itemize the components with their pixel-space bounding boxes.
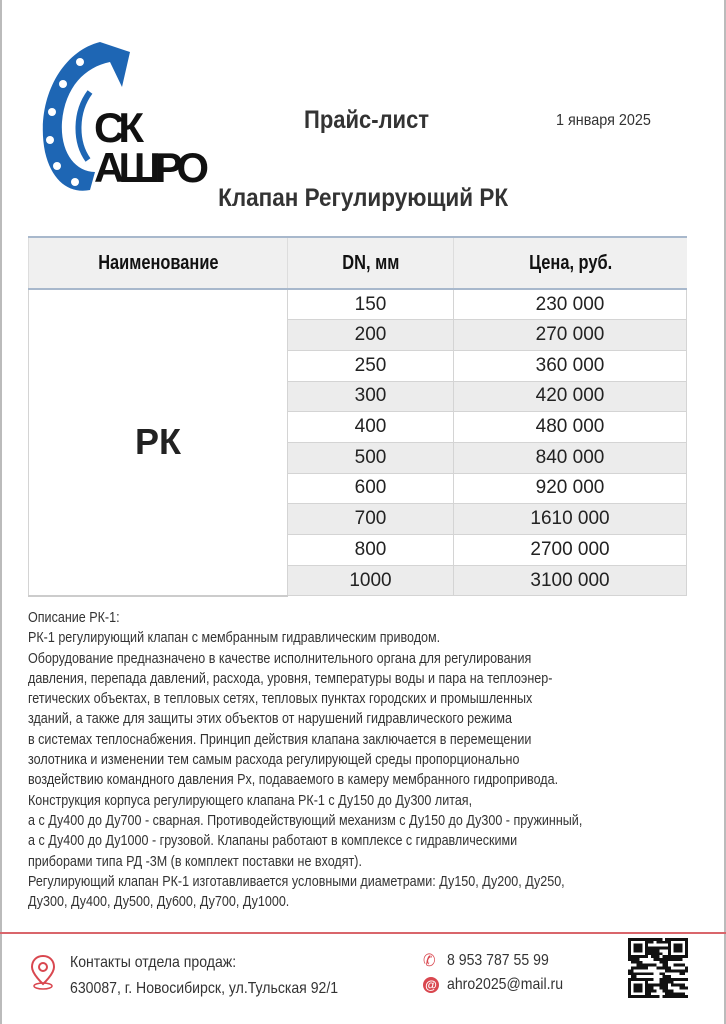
table-row: 500 840 000 [29, 441, 687, 474]
address: 630087, г. Новосибирск, ул.Тульская 92/1 [70, 980, 339, 997]
phone-number[interactable]: 8 953 787 55 99 [447, 952, 549, 969]
page-title: Прайс-лист [304, 106, 430, 134]
table-row: 700 1610 000 [29, 503, 687, 535]
document-date: 1 января 2025 [556, 112, 651, 129]
price-cell: 270 000 [453, 319, 687, 351]
description: Описание РК-1: РК-1 регулирующий клапан с… [28, 608, 718, 912]
dn-cell: 300 [287, 380, 454, 413]
product-title: Клапан Регулирующий РК [218, 184, 508, 212]
dn-cell: 400 [287, 411, 454, 443]
dn-cell: 800 [287, 534, 454, 566]
description-line: приборами типа РД -3М (в комплект постав… [28, 853, 362, 870]
dn-cell: 250 [287, 349, 454, 382]
svg-text:СК: СК [94, 104, 144, 151]
description-line: а с Ду400 до Ду700 - сварная. Противодей… [28, 812, 583, 829]
table-row: РК 150 230 000 [28, 288, 687, 597]
description-line: в системах теплоснабжения. Принцип дейст… [28, 731, 532, 748]
at-icon: @ [423, 977, 439, 993]
qr-code[interactable] [628, 938, 688, 998]
description-line: Ду300, Ду400, Ду500, Ду600, Ду700, Ду100… [28, 894, 290, 911]
table-row: 200 270 000 [29, 319, 687, 351]
email[interactable]: ahro2025@mail.ru [447, 976, 564, 993]
description-line: Конструкция корпуса регулирующего клапан… [28, 792, 473, 809]
dn-cell: 500 [287, 441, 454, 474]
price-cell: 480 000 [453, 411, 687, 443]
price-cell: 2700 000 [453, 534, 687, 566]
dn-cell: 600 [287, 472, 454, 505]
table-row: 600 920 000 [29, 472, 687, 505]
price-cell: 360 000 [453, 349, 687, 382]
table-row: 300 420 000 [29, 380, 687, 413]
description-line: Регулирующий клапан РК-1 изготавливается… [28, 873, 565, 890]
price-table: Наименование DN, мм Цена, руб. РК 150 230 … [28, 236, 687, 597]
price-cell: 1610 000 [453, 503, 687, 535]
column-header-name: Наименование [28, 236, 288, 290]
table-row: 1000 3100 000 [29, 564, 687, 597]
description-line: золотника и изменении тем самым расхода … [28, 752, 520, 769]
price-cell: 920 000 [453, 472, 687, 505]
column-header-price: Цена, руб. [453, 236, 687, 290]
company-logo: СК АШРО [42, 42, 209, 191]
description-line: воздействию командного давления Рх, пода… [28, 772, 559, 789]
column-header-dn: DN, мм [287, 236, 454, 290]
product-name-cell: РК [28, 288, 288, 597]
contacts-label: Контакты отдела продаж: [70, 954, 237, 971]
description-line: гетических объектах, в тепловых сетях, т… [28, 691, 533, 708]
description-line: давления, перепада давлений, расхода, ур… [28, 670, 553, 687]
svg-text:АШРО: АШРО [94, 144, 209, 191]
price-cell: 3100 000 [453, 564, 687, 597]
dn-cell: 150 [287, 288, 454, 321]
price-cell: 840 000 [453, 441, 687, 474]
description-line: Оборудование предназначено в качестве ис… [28, 650, 532, 667]
description-line: РК-1 регулирующий клапан с мембранным ги… [28, 630, 441, 647]
table-row: 400 480 000 [29, 411, 687, 443]
location-pin-icon [30, 954, 56, 990]
dn-cell: 1000 [287, 564, 454, 597]
table-row: 250 360 000 [29, 349, 687, 382]
dn-cell: 700 [287, 503, 454, 535]
description-line: Описание РК-1: [28, 610, 120, 626]
description-line: а с Ду400 до Ду1000 - грузовой. Клапаны … [28, 833, 518, 850]
description-line: зданий, а также для защиты этих объектов… [28, 711, 513, 728]
phone-icon: ✆ [423, 951, 436, 970]
price-cell: 230 000 [453, 288, 687, 321]
footer-divider [0, 932, 726, 934]
price-cell: 420 000 [453, 380, 687, 413]
dn-cell: 200 [287, 319, 454, 351]
